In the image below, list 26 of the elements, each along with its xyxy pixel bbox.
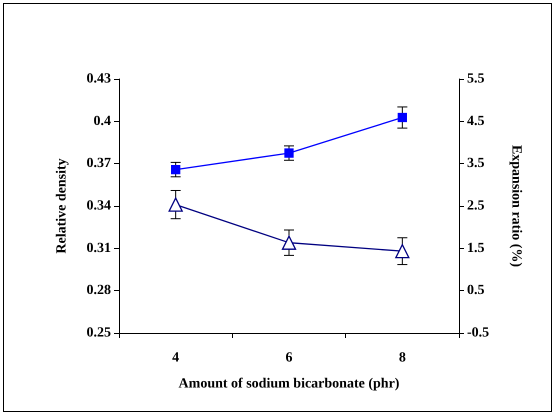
point — [284, 148, 294, 158]
point — [398, 112, 407, 122]
y2-tick-label: 3.5 — [467, 156, 484, 172]
y-axis-title: Relative density — [54, 158, 70, 254]
y-tick-label: 0.37 — [86, 156, 111, 172]
y-tick-label: 0.31 — [86, 240, 111, 256]
point — [168, 197, 183, 212]
x-tick-label: 4 — [172, 350, 180, 366]
x-tick-label: 8 — [398, 350, 406, 366]
x-tick-label: 6 — [286, 350, 292, 366]
y2-tick-label: 1.5 — [467, 240, 484, 256]
point — [282, 236, 296, 250]
point — [171, 164, 180, 174]
y2-tick-label: -0.5 — [467, 326, 490, 340]
y-tick-label: 0.34 — [86, 198, 111, 214]
y2-tick-label: 5.5 — [467, 72, 484, 86]
y-tick-label: 0.4 — [94, 114, 111, 129]
y2-tick-label: 4.5 — [467, 114, 484, 129]
y2-tick-label: 2.5 — [467, 198, 484, 214]
y-tick-label: 0.28 — [86, 283, 111, 298]
y-tick-label: 0.43 — [86, 72, 111, 86]
point — [395, 244, 410, 258]
y2-tick-label: 0.5 — [467, 283, 484, 298]
y2-axis-title: Expansion ratio (%) — [508, 144, 524, 268]
x-axis-title: Amount of sodium bicarbonate (phr) — [178, 376, 400, 392]
y-tick-label: 0.25 — [86, 326, 111, 340]
